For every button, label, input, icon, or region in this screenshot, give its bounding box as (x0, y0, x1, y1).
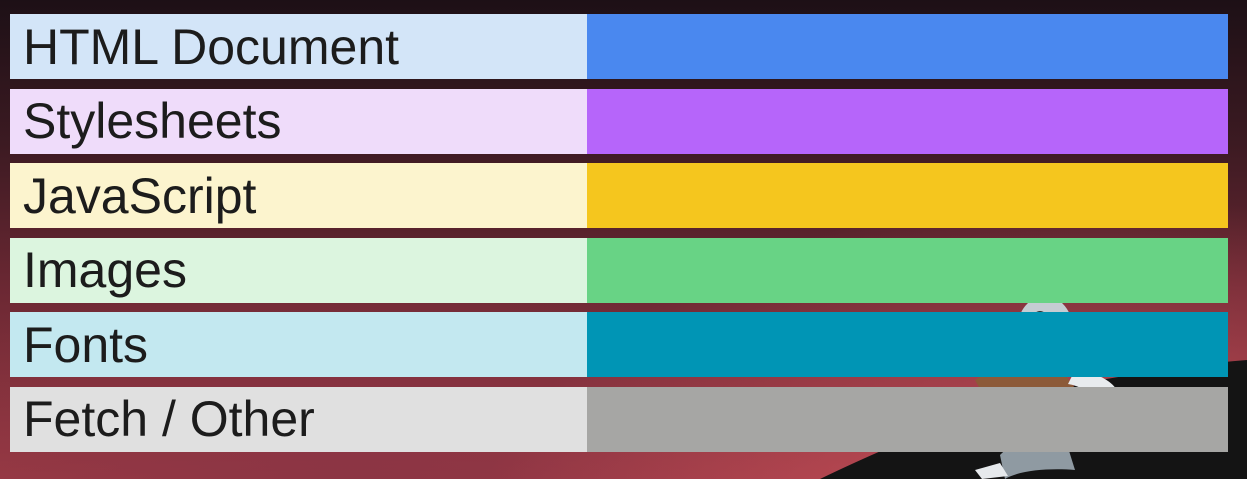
legend-row-js: JavaScript (10, 163, 1228, 229)
legend-row-html: HTML Document (10, 14, 1228, 79)
legend-label-images: Images (10, 237, 587, 303)
legend-label-fonts: Fonts (10, 312, 587, 378)
legend-row-images: Images (10, 237, 1228, 303)
legend-swatch-css (587, 88, 1228, 154)
legend-label-other: Fetch / Other (10, 386, 587, 452)
legend-swatch-fonts (587, 312, 1228, 378)
legend-swatch-other (587, 386, 1228, 452)
legend-row-fonts: Fonts (10, 312, 1228, 378)
legend-swatch-images (587, 237, 1228, 303)
legend-swatch-js (587, 163, 1228, 229)
legend-label-js: JavaScript (10, 163, 587, 229)
legend-row-other: Fetch / Other (10, 386, 1228, 452)
resource-type-legend: HTML Document Stylesheets JavaScript Images… (10, 14, 1228, 462)
legend-row-css: Stylesheets (10, 88, 1228, 154)
legend-label-html: HTML Document (10, 14, 587, 79)
legend-label-css: Stylesheets (10, 88, 587, 154)
legend-swatch-html (587, 14, 1228, 79)
